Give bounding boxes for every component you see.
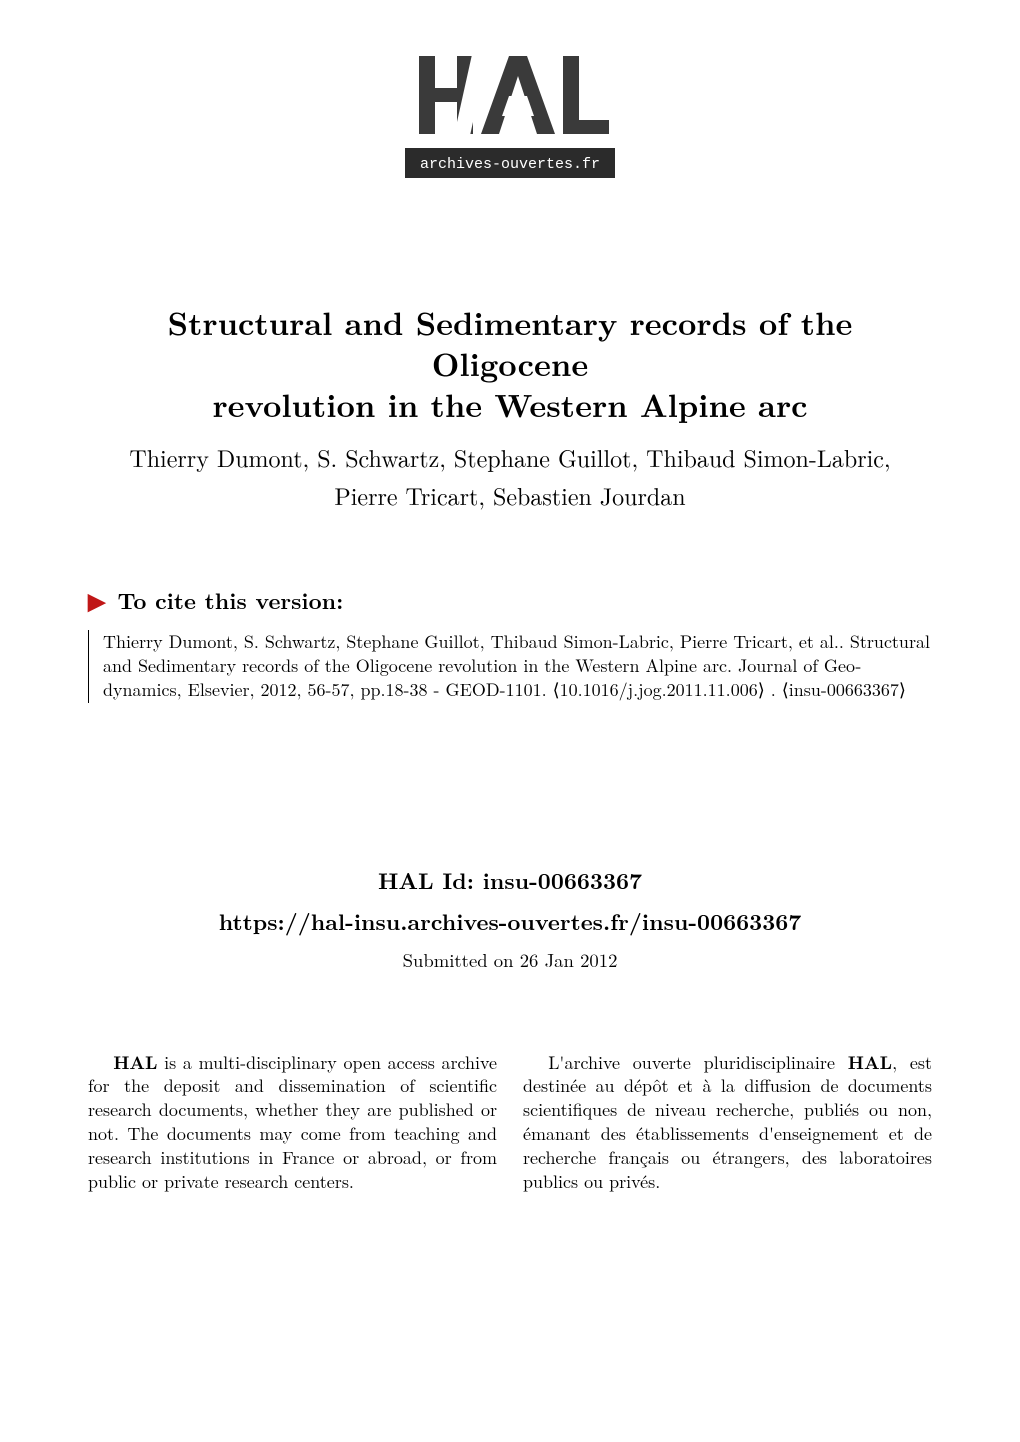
description-right-column: L'archive ouverte pluridisciplinaire HAL… (523, 1051, 932, 1195)
logo-subtext: archives-ouvertes.fr (420, 156, 600, 173)
hal-id-url[interactable]: https://hal-insu.archives-ouvertes.fr/in… (88, 904, 932, 937)
hal-id-value: insu-00663367 (483, 863, 642, 896)
authors-block: Thierry Dumont, S. Schwartz, Stephane Gu… (88, 438, 932, 515)
citation-block: Thierry Dumont, S. Schwartz, Stephane Gu… (88, 630, 932, 703)
hal-logo-area: archives-ouvertes.fr (88, 50, 932, 183)
hal-id-line: HAL Id: insu-00663367 (88, 863, 932, 896)
authors-line-1: Thierry Dumont, S. Schwartz, Stephane Gu… (129, 440, 890, 474)
submitted-line: Submitted on 26 Jan 2012 (88, 947, 932, 973)
halref-text: insu-00663367 (789, 677, 899, 702)
cite-marker-icon: ▶ (88, 583, 105, 616)
hal-id-block: HAL Id: insu-00663367 https://hal-insu.a… (88, 863, 932, 937)
hal-id-label: HAL Id: (378, 863, 483, 896)
doi-text: 10.1016/j.jog.2011.11.006 (560, 677, 758, 702)
hal-bold-right: HAL (848, 1050, 892, 1075)
doi-close: ⟩ (758, 677, 765, 702)
hal-bold-left: HAL (113, 1050, 157, 1075)
paper-title: Structural and Sedimentary records of th… (88, 303, 932, 426)
description-columns: HAL is a multi-disciplinary open access … (88, 1051, 932, 1195)
citation-text-2: . (771, 677, 782, 702)
hal-cover-page: archives-ouvertes.fr Structural and Sedi… (0, 0, 1020, 1442)
halref-open: ⟨ (782, 677, 789, 702)
cite-heading-text: To cite this version: (117, 583, 343, 616)
title-line-2: revolution in the Western Alpine arc (213, 382, 808, 427)
authors-line-2: Pierre Tricart, Sebastien Jourdan (334, 478, 685, 512)
title-line-1: Structural and Sedimentary records of th… (168, 300, 853, 386)
cite-heading: ▶ To cite this version: (88, 583, 932, 616)
description-right-lead: L'archive ouverte pluridisciplinaire (548, 1050, 848, 1075)
description-left-column: HAL is a multi-disciplinary open access … (88, 1051, 497, 1195)
doi-open: ⟨ (553, 677, 560, 702)
hal-logo: archives-ouvertes.fr (405, 50, 615, 178)
halref-close: ⟩ (899, 677, 906, 702)
